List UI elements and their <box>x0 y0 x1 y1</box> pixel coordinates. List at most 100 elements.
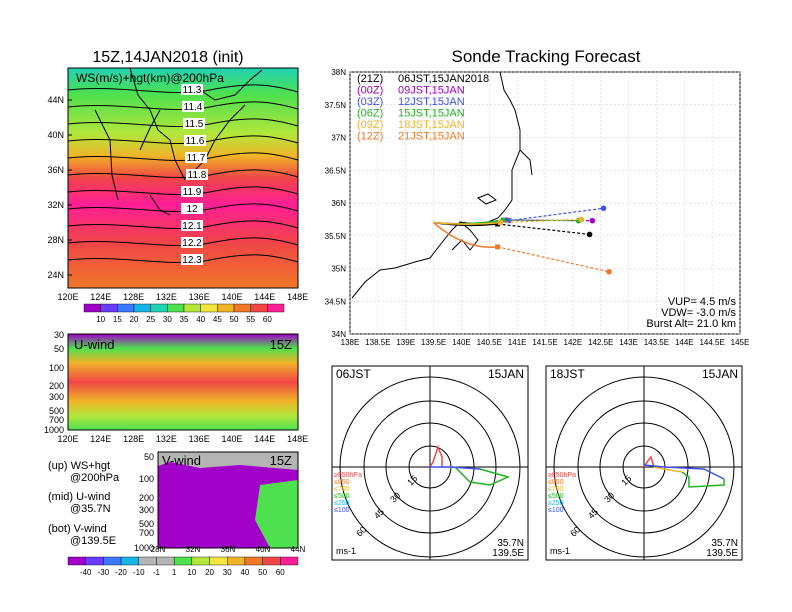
legend-utc: (12Z) <box>357 131 383 143</box>
track-panel: 38N 37.5N 37N 36.5N 36N 35.5N 35N 34.5N 34N 138E… <box>325 68 750 347</box>
contour-label: 11.8 <box>188 170 207 181</box>
hodo-trace <box>454 466 511 486</box>
descent-track <box>500 218 582 224</box>
hodo-trace <box>653 466 683 473</box>
map-lon-tick-label: 148E <box>287 292 308 302</box>
contour-label: 12.1 <box>182 221 202 232</box>
uwind-lon-tick-label: 132E <box>156 434 177 444</box>
hodo-trace <box>429 444 443 468</box>
uwind-p-tick-label: 1000 <box>44 425 64 435</box>
uwind-p-tick-label: 100 <box>49 363 64 373</box>
vwind-p-tick-label: 300 <box>139 505 154 515</box>
uwind-p-tick-label: 30 <box>54 330 64 340</box>
ws-map-panel: 11.3 11.4 11.5 11.6 11.7 11.8 11.9 12 12.1 12.2 12… <box>47 67 308 302</box>
height-contours <box>67 84 299 264</box>
vwind-p-tick-label: 700 <box>139 528 154 538</box>
contour-label: 11.6 <box>186 136 205 147</box>
v-colorbar-swatch <box>227 556 246 566</box>
vwind-label: V-wind <box>162 453 201 468</box>
hodo-lat: 35.7N <box>711 538 738 549</box>
ws-colorbar-tick: 25 <box>146 315 155 324</box>
hodo-trace <box>430 466 481 470</box>
v-colorbar-tick: 30 <box>223 568 232 577</box>
note-mid-1: (mid) U-wind <box>48 491 110 503</box>
v-colorbar-swatch <box>280 556 299 566</box>
contour-label-bg <box>182 101 204 112</box>
map-lat-tick-label: 32N <box>47 200 64 210</box>
map-lon-tick-label: 132E <box>156 292 177 302</box>
hodo-level-key: ≥850hPa <box>334 472 362 479</box>
track-lon-tick-label: 142.5E <box>588 338 613 347</box>
track-lines <box>433 205 612 275</box>
ws-colorbar-swatch <box>100 303 118 313</box>
map-lat-tick-label: 44N <box>47 95 64 105</box>
right-title: Sonde Tracking Forecast <box>452 47 641 66</box>
vwind-lat-tick-label: 40N <box>256 545 271 554</box>
uwind-label: U-wind <box>74 337 114 352</box>
v-colorbar-swatch <box>85 556 104 566</box>
track-lat-tick-label: 34N <box>331 330 346 339</box>
vwind-p-tick-label: 50 <box>144 452 154 462</box>
contour-label-bg <box>181 254 203 265</box>
landing-point <box>578 216 585 223</box>
v-colorbar-swatch <box>67 556 86 566</box>
param-vup: VUP= 4.5 m/s <box>668 296 737 308</box>
legend-utc: (06Z) <box>357 108 383 120</box>
v-colorbar-swatch <box>262 556 281 566</box>
track-lon-tick-label: 141.5E <box>532 338 557 347</box>
height-contour <box>67 203 299 213</box>
note-up-1: (up) WS+hgt <box>48 460 110 472</box>
hodo-trace <box>681 471 725 488</box>
legend-jst: 12JST,15JAN <box>398 96 465 108</box>
contour-label: 12.3 <box>182 255 202 266</box>
map-lon-tick-label: 140E <box>221 292 242 302</box>
hodo-level-key: ≥850hPa <box>548 472 576 479</box>
descent-track <box>497 246 610 273</box>
ws-field-label: WS(m/s)+hgt(km)@200hPa <box>76 71 224 85</box>
contour-label: 11.3 <box>183 85 202 96</box>
hodo-level-key: ≤500 <box>548 493 564 500</box>
uwind-lon-tick-label: 124E <box>90 434 111 444</box>
hodo-level-key: ≤500 <box>334 493 350 500</box>
legend-jst: 09JST,15JAN <box>398 85 465 97</box>
map-lat-tick-label: 28N <box>47 235 64 245</box>
ws-colorbar-swatch <box>217 303 235 313</box>
track-lat-tick-label: 36.5N <box>325 166 347 175</box>
contour-label-bg <box>181 84 203 95</box>
track-lat-ticks: 38N 37.5N 37N 36.5N 36N 35.5N 35N 34.5N 34N <box>325 68 347 339</box>
ws-colorbar-tick: 35 <box>180 315 189 324</box>
height-contour <box>67 254 299 264</box>
vwind-p-tick-label: 200 <box>139 493 154 503</box>
uwind-lon-ticks: 120E 124E 128E 132E 136E 140E 144E 148E <box>57 434 308 444</box>
contour-label-bg <box>183 118 205 129</box>
param-burst: Burst Alt= 21.0 km <box>646 318 736 330</box>
ws-colorbar-tick: 30 <box>163 315 172 324</box>
map-lon-tick-label: 144E <box>254 292 275 302</box>
vwind-lat-ticks: 28N 32N 36N 40N 44N <box>151 545 306 554</box>
v-colorbar-tick: 40 <box>240 568 249 577</box>
uwind-fill <box>68 334 298 430</box>
vwind-lat-tick-label: 36N <box>221 545 236 554</box>
ws-colorbar-swatch <box>117 303 135 313</box>
hodo-date: 15JAN <box>702 367 738 381</box>
map-lon-tick-label: 120E <box>57 292 78 302</box>
height-contour <box>67 220 299 230</box>
height-contour <box>67 237 299 247</box>
vwind-time: 15Z <box>270 453 292 468</box>
height-contour <box>67 186 299 196</box>
hodo-lat: 35.7N <box>497 538 524 549</box>
hodo-lon: 139.5E <box>492 548 524 559</box>
map-lon-tick-label: 124E <box>90 292 111 302</box>
contour-label: 11.7 <box>187 153 206 164</box>
hodo-ring-label: 60 <box>568 524 582 538</box>
v-colorbar-tick: 50 <box>258 568 267 577</box>
uwind-lon-tick-label: 128E <box>123 434 144 444</box>
vwind-lat-tick-label: 44N <box>291 545 306 554</box>
uwind-lon-tick-label: 148E <box>287 434 308 444</box>
v-colorbar-tick: -1 <box>153 568 161 577</box>
v-colorbar-swatch <box>138 556 157 566</box>
ws-colorbar-swatch <box>233 303 251 313</box>
uwind-p-tick-label: 500 <box>49 406 64 416</box>
track-params: VUP= 4.5 m/s VDW= -3.0 m/s Burst Alt= 21… <box>646 296 736 330</box>
